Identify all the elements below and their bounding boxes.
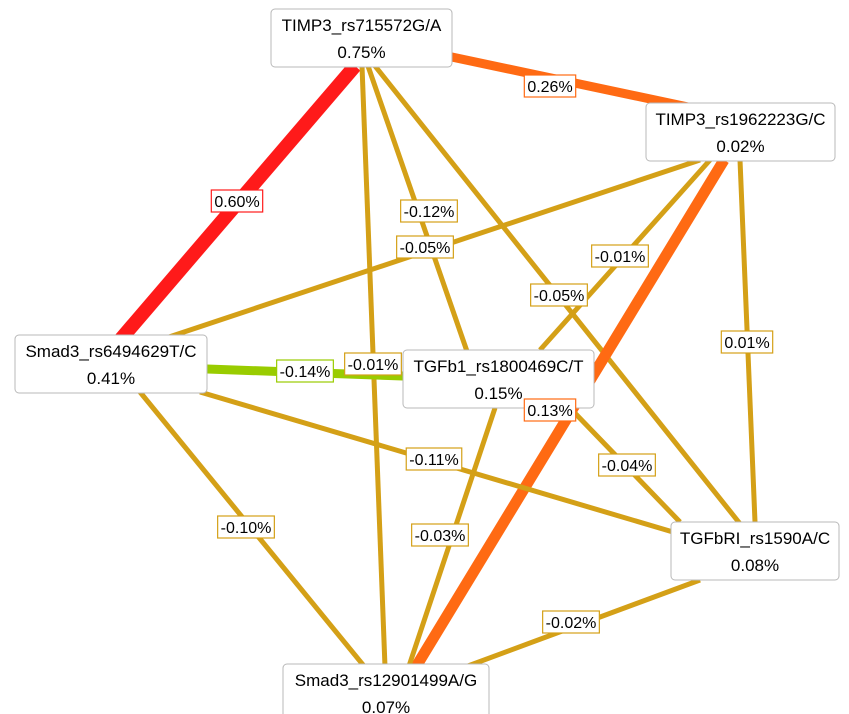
node-value: 0.15% (474, 384, 522, 403)
edge-label-box (598, 453, 656, 477)
node-value: 0.41% (87, 369, 135, 388)
edge-label: -0.01% (344, 352, 402, 376)
node-tgfbri_1590[interactable]: TGFbRI_rs1590A/C 0.08% (670, 521, 840, 581)
edge-timp3_1962223-smad3_12901499 (395, 157, 729, 696)
node-box (270, 8, 453, 68)
edge-label-text: -0.10% (221, 520, 272, 537)
edge-smad3_6494629-smad3_12901499 (138, 390, 388, 695)
edge-label-box (720, 330, 774, 354)
edge-label-box (210, 189, 264, 213)
edge-label: -0.14% (276, 359, 334, 383)
edge-label-text: -0.12% (404, 204, 455, 221)
node-smad3_12901499[interactable]: Smad3_rs12901499A/G 0.07% (282, 663, 490, 714)
edge-label-box (405, 447, 463, 471)
edge-label-box (396, 235, 454, 259)
node-box (645, 102, 836, 162)
node-value: 0.75% (337, 43, 385, 62)
node-box (402, 349, 595, 409)
edge-label-text: 0.26% (527, 79, 572, 96)
edge-label: -0.12% (400, 199, 458, 223)
edge-label-box (276, 359, 334, 383)
edge-label-box (400, 199, 458, 223)
edge-label-box (523, 398, 577, 422)
node-smad3_6494629[interactable]: Smad3_rs6494629T/C 0.41% (14, 334, 208, 394)
node-name: TIMP3_rs715572G/A (282, 16, 442, 35)
node-timp3_715572[interactable]: TIMP3_rs715572G/A 0.75% (270, 8, 453, 68)
edge-label-text: -0.11% (409, 452, 459, 469)
node-value: 0.08% (731, 556, 779, 575)
node-timp3_1962223[interactable]: TIMP3_rs1962223G/C 0.02% (645, 102, 836, 162)
node-name: TIMP3_rs1962223G/C (655, 110, 825, 129)
edge-label-layer: 0.26% 0.60% -0.12% -0.05% -0.01% -0.05% -0.01%… (210, 74, 774, 634)
edge-label-text: 0.60% (214, 194, 259, 211)
edge-label-box (411, 523, 469, 547)
node-value: 0.02% (716, 137, 764, 156)
edge-label: 0.01% (720, 330, 774, 354)
node-box (14, 334, 208, 394)
edge-label-text: -0.05% (534, 288, 585, 305)
edge-label: 0.60% (210, 189, 264, 213)
edge-label: -0.05% (530, 283, 588, 307)
node-layer: TIMP3_rs715572G/A 0.75% TIMP3_rs1962223G/C… (14, 8, 840, 714)
edge-label-box (591, 244, 649, 268)
node-name: TGFbRI_rs1590A/C (680, 529, 830, 548)
edge-label-text: -0.02% (546, 615, 597, 632)
edge-label: -0.11% (405, 447, 463, 471)
edge-label-box (344, 352, 402, 376)
edge-label-text: -0.01% (595, 249, 646, 266)
node-box (670, 521, 840, 581)
edge-label: -0.01% (591, 244, 649, 268)
edge-label: -0.03% (411, 523, 469, 547)
edge-label-text: -0.04% (602, 458, 653, 475)
edge-label-text: 0.01% (724, 335, 769, 352)
edge-label-box (542, 610, 600, 634)
edge-label-text: -0.14% (280, 364, 331, 381)
edge-tgfb1_1800469-smad3_12901499 (397, 407, 498, 694)
edge-label-text: 0.13% (527, 403, 572, 420)
node-box (282, 663, 490, 714)
edge-label: -0.02% (542, 610, 600, 634)
edge-label-box (217, 515, 275, 539)
edge-label-box (530, 283, 588, 307)
node-tgfb1_1800469[interactable]: TGFb1_rs1800469C/T 0.15% (402, 349, 595, 409)
edge-label-text: -0.03% (415, 528, 466, 545)
edge-timp3_715572-smad3_12901499 (359, 65, 389, 694)
edge-label: -0.05% (396, 235, 454, 259)
node-name: Smad3_rs6494629T/C (25, 342, 196, 361)
edge-label-text: -0.05% (400, 240, 451, 257)
node-name: TGFb1_rs1800469C/T (413, 357, 583, 376)
node-value: 0.07% (362, 698, 410, 714)
edge-label: -0.10% (217, 515, 275, 539)
edge-label: 0.26% (523, 74, 577, 98)
edge-label-box (523, 74, 577, 98)
node-name: Smad3_rs12901499A/G (295, 671, 477, 690)
edge-label-text: -0.01% (348, 357, 399, 374)
edge-label: 0.13% (523, 398, 577, 422)
edge-label: -0.04% (598, 453, 656, 477)
